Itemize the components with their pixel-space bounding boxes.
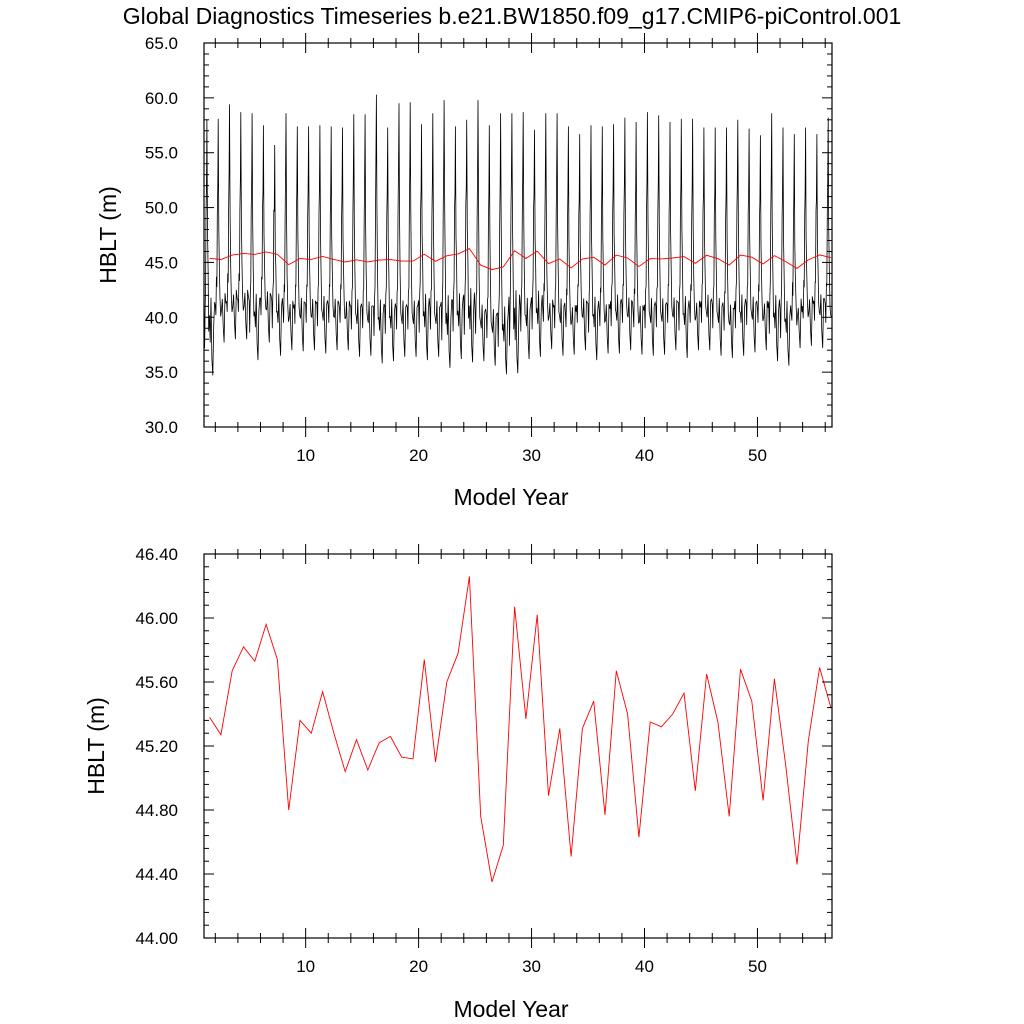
bottom-x-tick-label: 30 bbox=[522, 957, 541, 976]
bottom-x-tick-label: 20 bbox=[409, 957, 428, 976]
top-y-tick-label: 45.0 bbox=[145, 253, 178, 272]
top-monthly-series-line bbox=[204, 94, 832, 376]
top-y-tick-label: 55.0 bbox=[145, 144, 178, 163]
top-y-tick-label: 60.0 bbox=[145, 89, 178, 108]
top-y-tick-label: 30.0 bbox=[145, 418, 178, 437]
figure-title: Global Diagnostics Timeseries b.e21.BW18… bbox=[123, 3, 902, 29]
top-y-tick-label: 35.0 bbox=[145, 363, 178, 382]
top-y-tick-label: 40.0 bbox=[145, 308, 178, 327]
bottom-panel: Model Year HBLT (m) 10 20 30 40 50 44.00 44.40… bbox=[83, 544, 833, 1022]
top-y-tick-label: 50.0 bbox=[145, 199, 178, 218]
top-x-tick-label: 50 bbox=[748, 446, 767, 465]
bottom-y-tick-label: 44.80 bbox=[135, 801, 178, 820]
top-panel: Model Year HBLT (m) 10 20 30 40 50 30.0 35.0 40… bbox=[95, 33, 833, 510]
bottom-y-axis-label: HBLT (m) bbox=[83, 697, 109, 795]
bottom-y-tick-label: 46.40 bbox=[135, 545, 178, 564]
bottom-y-tick-label: 46.00 bbox=[135, 609, 178, 628]
top-x-tick-label: 30 bbox=[522, 446, 541, 465]
bottom-x-tick-label: 10 bbox=[296, 957, 315, 976]
top-x-tick-label: 40 bbox=[635, 446, 654, 465]
top-y-axis-label: HBLT (m) bbox=[95, 186, 121, 284]
bottom-x-tick-label: 50 bbox=[748, 957, 767, 976]
bottom-y-tick-label: 45.60 bbox=[135, 673, 178, 692]
bottom-y-tick-label: 44.40 bbox=[135, 865, 178, 884]
top-plot-frame bbox=[203, 42, 833, 428]
top-x-tick-label: 20 bbox=[409, 446, 428, 465]
top-y-tick-label: 65.0 bbox=[145, 34, 178, 53]
bottom-y-tick-label: 45.20 bbox=[135, 737, 178, 756]
bottom-annual-series-line bbox=[209, 576, 832, 883]
bottom-y-tick-label: 44.00 bbox=[135, 929, 178, 948]
top-annual-series-line bbox=[209, 248, 832, 271]
top-x-tick-label: 10 bbox=[296, 446, 315, 465]
top-x-axis-label: Model Year bbox=[453, 484, 568, 510]
bottom-x-tick-label: 40 bbox=[635, 957, 654, 976]
bottom-x-axis-label: Model Year bbox=[453, 996, 568, 1022]
